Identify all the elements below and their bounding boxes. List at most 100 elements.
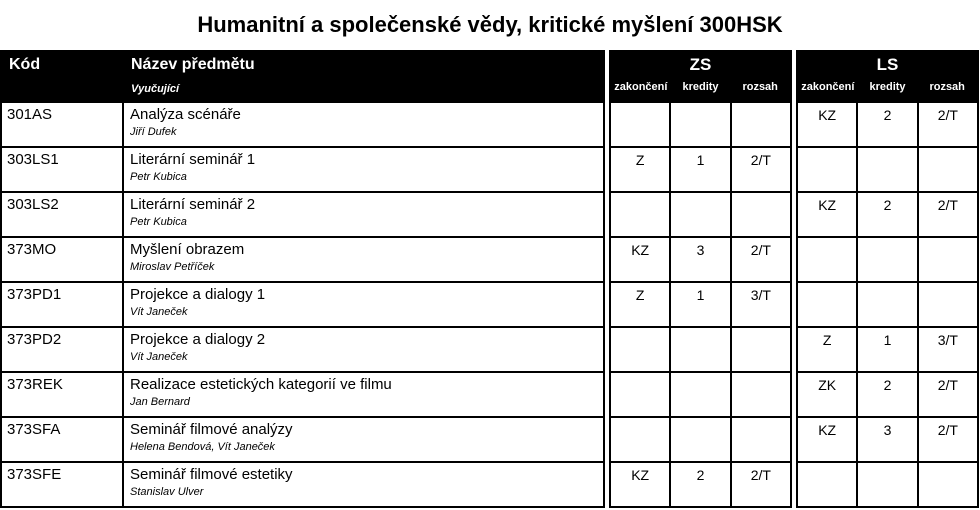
course-code: 373SFE [2, 463, 124, 506]
kredity-value [669, 328, 729, 371]
course-code: 373SFA [2, 418, 124, 461]
kredity-value: 2 [856, 373, 916, 416]
semester-row: ZK 2 2/T [798, 371, 977, 416]
ls-block: LS zakončení kredity rozsah KZ 2 2/T KZ … [796, 50, 979, 508]
main-header: Kód Název předmětu Vyučující [2, 52, 603, 101]
table-row: 373PD2 Projekce a dialogy 2 Vít Janeček [2, 326, 603, 371]
zakonceni-value: KZ [818, 422, 837, 438]
ls-block-body: KZ 2 2/T KZ 2 2/T Z 1 3/T ZK 2 2/T KZ 3 … [798, 101, 977, 506]
table-row: 303LS2 Literární seminář 2 Petr Kubica [2, 191, 603, 236]
course-teacher: Vít Janeček [130, 351, 188, 363]
course-name-cell: Literární seminář 2 Petr Kubica [124, 193, 603, 236]
zs-block-body: Z 1 2/T KZ 3 2/T Z 1 3/T KZ 2 2/T [611, 101, 790, 506]
course-name: Realizace estetických kategorií ve filmu [130, 376, 392, 393]
semester-row: KZ 3 2/T [611, 236, 790, 281]
zakonceni-value: KZ [631, 242, 650, 258]
rozsah-value: 2/T [916, 418, 977, 461]
rozsah-value: 2/T [916, 373, 977, 416]
semester-row: KZ 2 2/T [611, 461, 790, 506]
course-code: 303LS1 [2, 148, 124, 191]
course-name-cell: Projekce a dialogy 1 Vít Janeček [124, 283, 603, 326]
zakonceni-value [798, 238, 856, 281]
course-code: 303LS2 [2, 193, 124, 236]
semester-row [611, 416, 790, 461]
course-name: Seminář filmové analýzy [130, 421, 293, 438]
zakonceni-value [611, 328, 669, 371]
zakonceni-value [611, 373, 669, 416]
col-header-vyucujici: Vyučující [131, 83, 180, 95]
zakonceni-value: Z [635, 152, 645, 168]
main-block: Kód Název předmětu Vyučující 301AS Analý… [0, 50, 605, 508]
col-header-ls-rozsah: rozsah [929, 81, 965, 93]
course-code: 373PD1 [2, 283, 124, 326]
zakonceni-value [798, 283, 856, 326]
course-code: 373MO [2, 238, 124, 281]
course-teacher: Petr Kubica [130, 171, 187, 183]
semester-row: Z 1 3/T [611, 281, 790, 326]
table-row: 301AS Analýza scénáře Jiří Dufek [2, 101, 603, 146]
col-header-zs: ZS [689, 55, 712, 74]
course-name: Seminář filmové estetiky [130, 466, 293, 483]
rozsah-value [916, 283, 977, 326]
semester-row [611, 326, 790, 371]
course-name-cell: Seminář filmové analýzy Helena Bendová, … [124, 418, 603, 461]
rozsah-value: 2/T [729, 238, 790, 281]
zs-subheader: zakončení kredity rozsah [611, 81, 790, 93]
rozsah-value [729, 193, 790, 236]
semester-row [611, 101, 790, 146]
kredity-value [669, 373, 729, 416]
kredity-value: 3 [669, 238, 729, 281]
kredity-value: 1 [669, 283, 729, 326]
course-teacher: Jan Bernard [130, 396, 190, 408]
course-name: Analýza scénáře [130, 106, 241, 123]
ls-subheader: zakončení kredity rozsah [798, 81, 977, 93]
zakonceni-value [611, 418, 669, 461]
kredity-value [856, 238, 916, 281]
ls-header: LS zakončení kredity rozsah [798, 52, 977, 101]
course-name: Projekce a dialogy 1 [130, 286, 266, 303]
course-name: Literární seminář 2 [130, 196, 256, 213]
col-header-ls-zakonceni: zakončení [801, 81, 855, 93]
rozsah-value [729, 103, 790, 146]
zs-block: ZS zakončení kredity rozsah Z 1 2/T KZ 3… [609, 50, 792, 508]
zakonceni-value [611, 193, 669, 236]
course-name-cell: Projekce a dialogy 2 Vít Janeček [124, 328, 603, 371]
zakonceni-value: Z [822, 332, 832, 348]
rozsah-value: 2/T [729, 463, 790, 506]
rozsah-value: 2/T [916, 103, 977, 146]
zakonceni-value [611, 103, 669, 146]
zakonceni-value: ZK [818, 377, 837, 393]
col-header-ls-kredity: kredity [869, 81, 906, 93]
kredity-value: 1 [856, 328, 916, 371]
rozsah-value [729, 418, 790, 461]
col-header-kod: Kód [9, 56, 41, 73]
table-row: 373SFE Seminář filmové estetiky Stanisla… [2, 461, 603, 506]
table-row: 373REK Realizace estetických kategorií v… [2, 371, 603, 416]
semester-row: KZ 2 2/T [798, 191, 977, 236]
semester-row [611, 371, 790, 416]
course-name-cell: Myšlení obrazem Miroslav Petříček [124, 238, 603, 281]
table-row: 303LS1 Literární seminář 1 Petr Kubica [2, 146, 603, 191]
zakonceni-value: Z [635, 287, 645, 303]
rozsah-value: 2/T [729, 148, 790, 191]
kredity-value: 2 [856, 103, 916, 146]
course-name: Myšlení obrazem [130, 241, 245, 258]
rozsah-value: 2/T [916, 193, 977, 236]
rozsah-value [916, 148, 977, 191]
col-header-ls: LS [876, 55, 899, 74]
course-name-cell: Realizace estetických kategorií ve filmu… [124, 373, 603, 416]
semester-row [798, 461, 977, 506]
rozsah-value [916, 463, 977, 506]
rozsah-value [729, 328, 790, 371]
col-header-nazev-group: Název předmětu Vyučující [124, 52, 255, 101]
course-teacher: Petr Kubica [130, 216, 187, 228]
course-teacher: Stanislav Ulver [130, 486, 204, 498]
rozsah-value [916, 238, 977, 281]
course-name-cell: Analýza scénáře Jiří Dufek [124, 103, 603, 146]
table-row: 373MO Myšlení obrazem Miroslav Petříček [2, 236, 603, 281]
semester-row [798, 281, 977, 326]
semester-row: Z 1 3/T [798, 326, 977, 371]
kredity-value [856, 283, 916, 326]
kredity-value [856, 148, 916, 191]
semester-row: Z 1 2/T [611, 146, 790, 191]
